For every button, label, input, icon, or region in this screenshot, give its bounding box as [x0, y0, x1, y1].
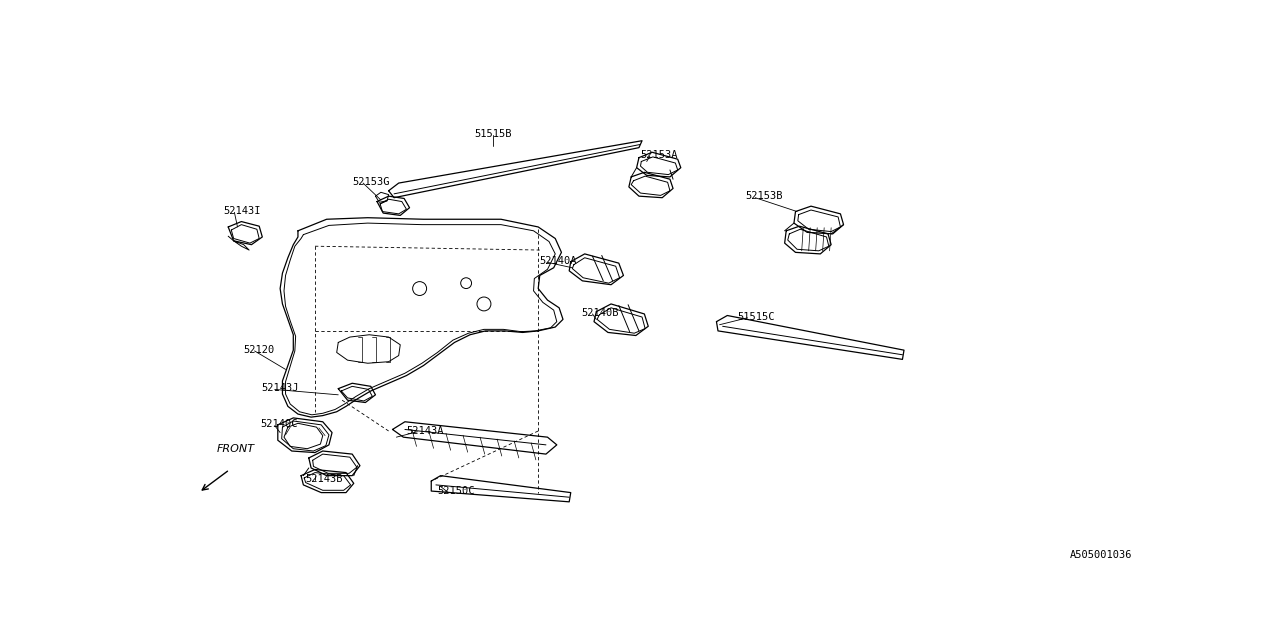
Text: 52153B: 52153B: [745, 191, 782, 201]
Text: 52120: 52120: [243, 345, 275, 355]
Text: A505001036: A505001036: [1070, 550, 1133, 561]
Text: 52140C: 52140C: [261, 419, 298, 429]
Text: 52140A: 52140A: [540, 256, 577, 266]
Text: 52143J: 52143J: [261, 383, 300, 393]
Text: 52143B: 52143B: [306, 474, 343, 484]
Text: 52153A: 52153A: [640, 150, 678, 160]
Text: 52143I: 52143I: [224, 206, 261, 216]
Text: 51515C: 51515C: [737, 312, 774, 322]
Text: FRONT: FRONT: [216, 444, 255, 454]
Text: 52153G: 52153G: [352, 177, 389, 187]
Text: 52150C: 52150C: [438, 486, 475, 497]
Text: 51515B: 51515B: [475, 129, 512, 139]
Text: 52143A: 52143A: [407, 426, 444, 436]
Text: 52140B: 52140B: [581, 308, 618, 318]
